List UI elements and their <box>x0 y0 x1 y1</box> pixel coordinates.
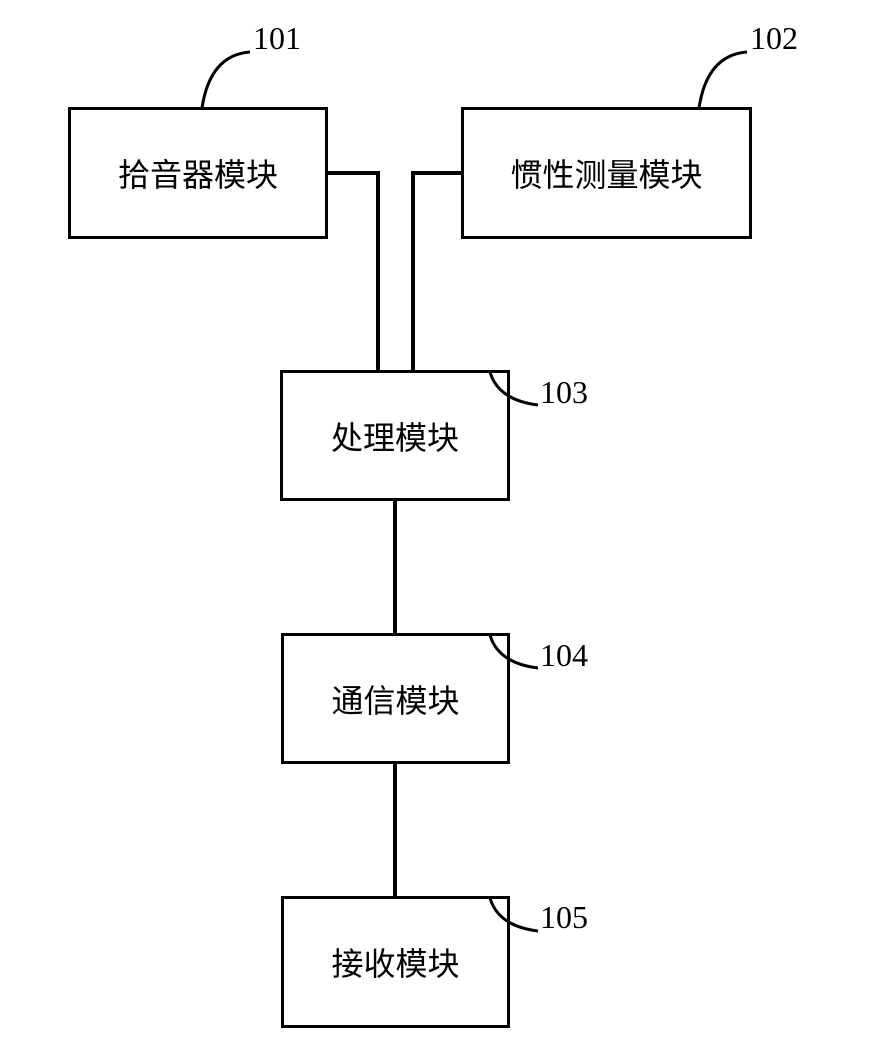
node-processing-module: 处理模块 <box>280 370 510 501</box>
ref-101: 101 <box>253 20 301 57</box>
node-label: 接收模块 <box>331 939 459 985</box>
edge-102-103-h <box>411 171 461 175</box>
node-communication-module: 通信模块 <box>281 633 510 764</box>
edge-102-103-v <box>411 171 415 370</box>
curve-102 <box>697 50 757 110</box>
node-receiving-module: 接收模块 <box>281 896 510 1028</box>
node-label: 通信模块 <box>331 676 459 722</box>
node-label: 处理模块 <box>331 413 459 459</box>
node-pickup-module: 拾音器模块 <box>68 107 328 239</box>
curve-101 <box>200 50 260 110</box>
edge-101-103-v <box>376 171 380 370</box>
node-inertial-measurement-module: 惯性测量模块 <box>461 107 752 239</box>
ref-102: 102 <box>750 20 798 57</box>
node-label: 惯性测量模块 <box>510 150 702 196</box>
curve-104 <box>488 633 548 673</box>
curve-105 <box>488 896 548 936</box>
node-label: 拾音器模块 <box>118 150 278 196</box>
edge-103-104 <box>393 501 397 633</box>
edge-101-103-h <box>328 171 380 175</box>
edge-104-105 <box>393 764 397 896</box>
curve-103 <box>488 370 548 410</box>
